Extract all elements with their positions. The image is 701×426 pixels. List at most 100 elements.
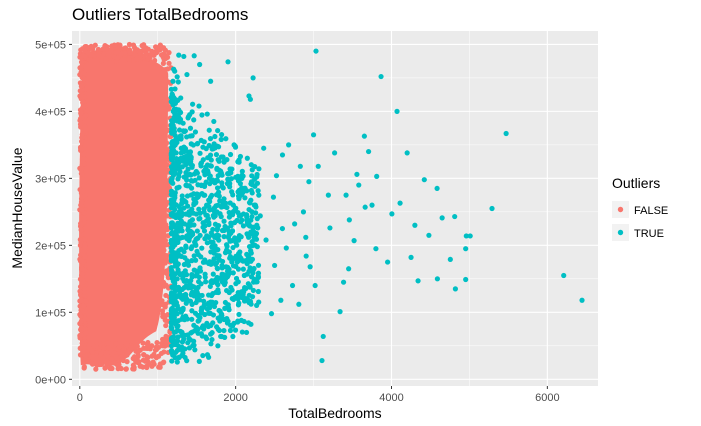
point-false	[148, 51, 154, 57]
point-false	[77, 258, 84, 264]
point-true	[189, 258, 195, 264]
point-false	[141, 352, 147, 358]
point-false	[128, 345, 134, 351]
point-true	[239, 329, 245, 335]
point-true	[207, 163, 214, 169]
point-true	[176, 248, 182, 254]
point-true	[239, 191, 245, 198]
point-false	[162, 260, 168, 266]
point-true	[246, 206, 252, 213]
point-true	[463, 233, 469, 239]
point-true	[237, 180, 243, 187]
point-true	[235, 294, 242, 301]
point-false	[161, 349, 167, 355]
point-true	[173, 329, 179, 335]
point-true	[254, 302, 260, 308]
point-false	[162, 237, 169, 244]
point-false	[161, 78, 168, 84]
point-true	[184, 358, 190, 364]
point-false	[153, 44, 159, 50]
point-false	[137, 347, 143, 353]
point-true	[251, 234, 257, 240]
point-true	[169, 358, 175, 364]
point-true	[185, 259, 191, 266]
point-true	[191, 338, 197, 344]
point-true	[188, 172, 194, 178]
point-false	[145, 354, 151, 361]
point-false	[83, 112, 89, 119]
point-true	[320, 333, 326, 340]
point-false	[77, 311, 83, 318]
point-false	[78, 344, 85, 350]
point-false	[162, 304, 168, 310]
point-false	[81, 183, 87, 189]
point-true	[221, 327, 227, 334]
point-true	[242, 185, 248, 191]
point-true	[173, 106, 179, 112]
point-true	[204, 233, 210, 239]
point-true	[205, 215, 211, 222]
point-true	[219, 313, 225, 319]
point-false	[161, 113, 167, 119]
point-true	[452, 286, 458, 292]
point-true	[250, 266, 257, 273]
point-true	[168, 321, 175, 327]
point-false	[83, 177, 89, 183]
point-true	[240, 266, 246, 272]
point-true	[340, 279, 347, 285]
point-false	[78, 325, 85, 331]
point-true	[222, 224, 228, 230]
point-true	[234, 259, 240, 265]
point-true	[408, 254, 414, 260]
point-false	[81, 303, 87, 309]
point-true	[170, 78, 176, 84]
point-true	[235, 302, 242, 308]
point-true	[184, 316, 190, 322]
point-true	[171, 125, 177, 131]
point-true	[248, 321, 254, 327]
point-true	[176, 221, 182, 227]
point-false	[136, 49, 142, 55]
point-true	[257, 213, 263, 219]
y-tick-label: 3e+05	[35, 173, 66, 185]
point-true	[236, 311, 242, 318]
point-true	[200, 224, 206, 230]
point-true	[207, 198, 213, 205]
point-true	[337, 309, 343, 315]
point-false	[80, 158, 86, 164]
point-false	[95, 51, 102, 58]
legend-key-false	[617, 206, 624, 213]
point-true	[204, 202, 210, 208]
point-true	[240, 223, 247, 229]
point-false	[105, 360, 112, 366]
point-true	[216, 189, 222, 195]
series-false-cloud	[79, 46, 169, 368]
point-true	[221, 218, 227, 224]
point-true	[246, 93, 252, 99]
point-true	[189, 217, 196, 223]
point-true	[327, 225, 333, 231]
point-true	[185, 203, 191, 209]
point-true	[211, 118, 217, 125]
point-true	[242, 195, 248, 201]
point-true	[189, 244, 195, 250]
point-true	[205, 310, 212, 316]
y-tick-label: 5e+05	[35, 39, 66, 51]
x-axis-title: TotalBedrooms	[288, 405, 381, 421]
point-true	[439, 215, 445, 221]
point-true	[206, 127, 212, 133]
point-true	[191, 253, 197, 259]
point-false	[159, 308, 166, 314]
point-true	[172, 142, 178, 148]
point-true	[211, 214, 217, 220]
point-true	[255, 288, 261, 295]
point-false	[141, 46, 147, 52]
point-false	[164, 312, 171, 318]
point-false	[77, 236, 83, 243]
point-true	[254, 174, 260, 180]
point-true	[192, 310, 199, 316]
point-true	[172, 280, 178, 286]
point-true	[315, 163, 321, 169]
point-true	[211, 248, 217, 254]
point-false	[163, 222, 169, 228]
